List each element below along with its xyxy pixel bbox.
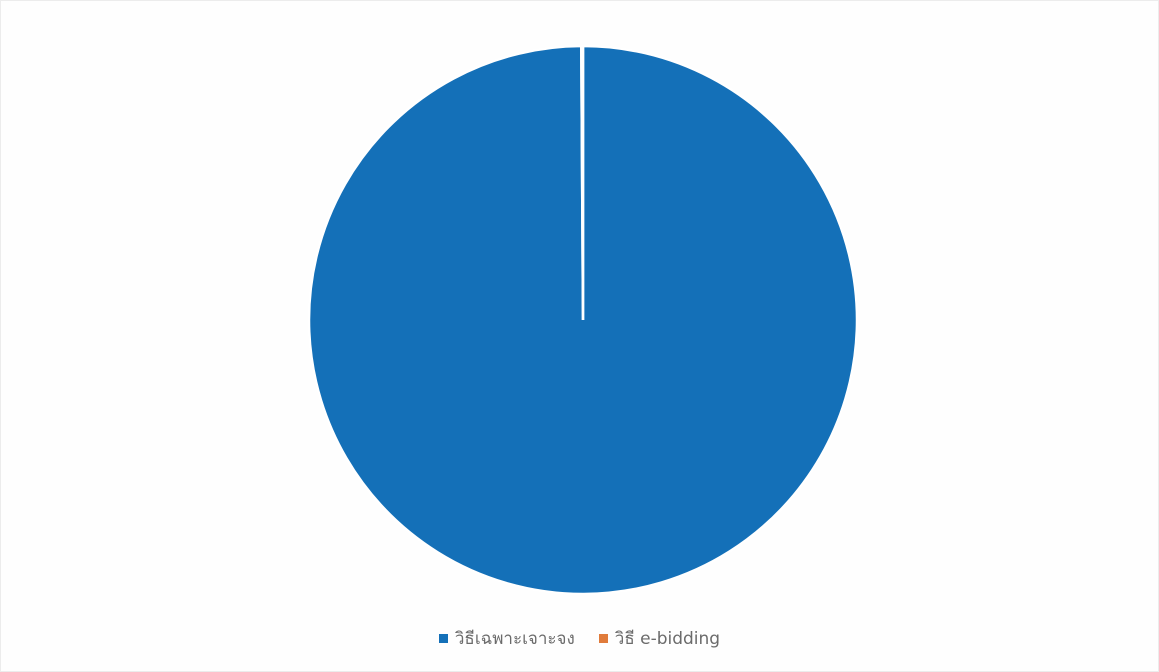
- pie-slice-1: [580, 44, 585, 321]
- legend-label-e-bidding: วิธี e-bidding: [614, 628, 721, 649]
- legend-swatch-e-bidding: [598, 633, 608, 643]
- legend-item-specific-method: วิธีเฉพาะเจาะจง: [438, 625, 575, 652]
- legend-label-specific-method: วิธีเฉพาะเจาะจง: [454, 628, 575, 649]
- legend-item-e-bidding: วิธี e-bidding: [598, 625, 721, 652]
- chart-legend: วิธีเฉพาะเจาะจง วิธี e-bidding: [0, 624, 1159, 652]
- legend-swatch-specific-method: [438, 633, 448, 643]
